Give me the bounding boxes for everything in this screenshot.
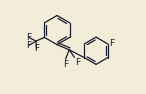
Text: F: F bbox=[26, 41, 31, 50]
Text: F: F bbox=[26, 33, 31, 42]
Text: F: F bbox=[110, 39, 115, 48]
Text: F: F bbox=[63, 60, 68, 69]
Text: F: F bbox=[75, 58, 80, 67]
Text: F: F bbox=[34, 44, 39, 53]
